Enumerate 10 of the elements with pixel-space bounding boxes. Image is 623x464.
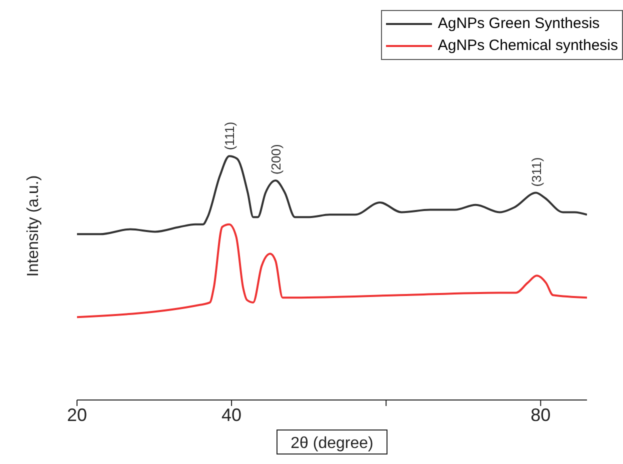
x-tick-label: 20 <box>66 404 88 425</box>
legend-label: AgNPs Green Synthesis <box>438 14 600 34</box>
annotation: (311) <box>529 157 544 187</box>
y-axis-title: Intensity (a.u.) <box>25 175 42 277</box>
x-tick-label: 80 <box>530 404 551 425</box>
x-tick-label: 40 <box>222 404 242 425</box>
annotation: (111) <box>222 122 238 150</box>
x-axis-title: 2θ (degree) <box>290 435 374 452</box>
legend-label: AgNPs Chemical synthesis <box>438 36 618 56</box>
annotation: (200) <box>268 144 284 175</box>
